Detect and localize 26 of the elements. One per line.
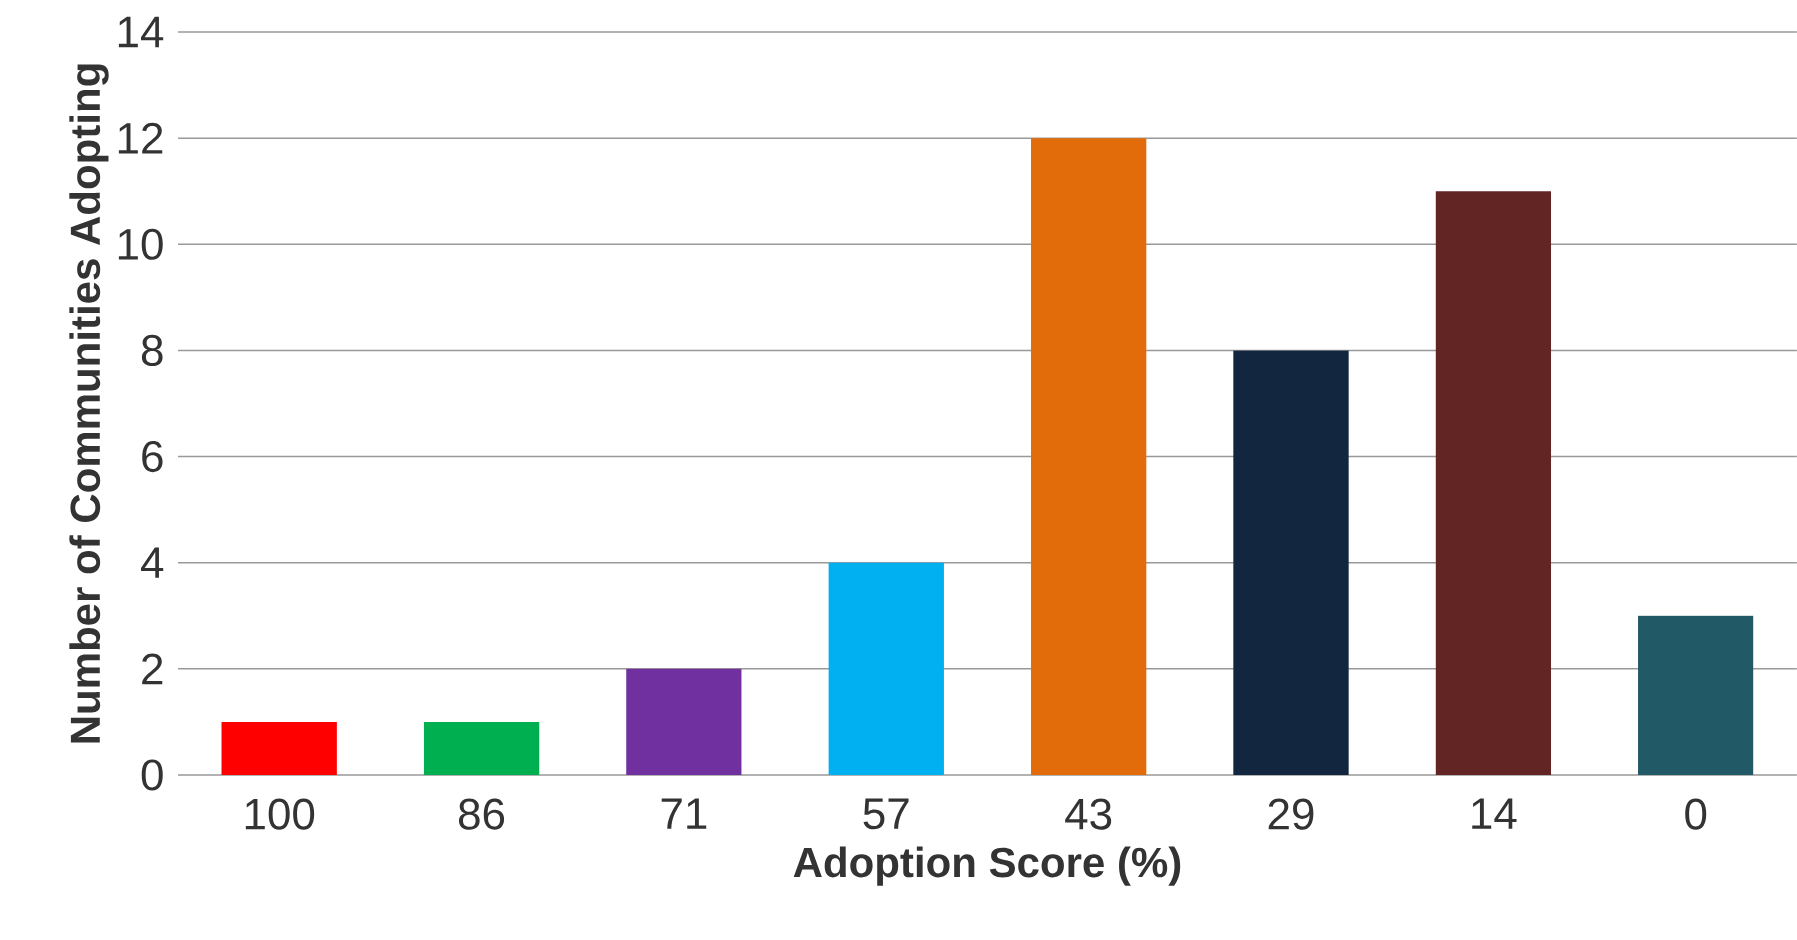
x-tick-label: 29 [1268, 798, 1314, 830]
bar [626, 668, 742, 775]
x-tick-label: 86 [458, 798, 505, 830]
y-tick-label: 0 [141, 759, 163, 791]
bar [423, 721, 540, 775]
y-tick-label: 8 [141, 334, 163, 366]
bar [1638, 615, 1754, 775]
y-tick-label: 14 [118, 16, 164, 48]
bar [1030, 138, 1147, 775]
y-tick-label: 10 [118, 228, 163, 260]
y-axis-title: Number of Communities Adopting [69, 64, 109, 743]
bar [221, 721, 337, 775]
x-axis-title: Adoption Score (%) [793, 846, 1181, 886]
y-tick-label: 4 [141, 547, 164, 578]
bar [1233, 350, 1349, 775]
bar [1435, 191, 1552, 775]
bar [828, 562, 944, 775]
y-tick-label: 2 [142, 653, 163, 685]
y-tick-label: 12 [118, 122, 163, 154]
y-tick-label: 6 [142, 440, 163, 473]
x-tick-label: 100 [245, 798, 315, 830]
x-tick-label: 57 [863, 798, 909, 830]
x-tick-label: 14 [1472, 798, 1517, 829]
x-tick-label: 0 [1685, 798, 1707, 830]
x-tick-label: 71 [661, 798, 707, 829]
x-tick-label: 43 [1065, 798, 1112, 830]
